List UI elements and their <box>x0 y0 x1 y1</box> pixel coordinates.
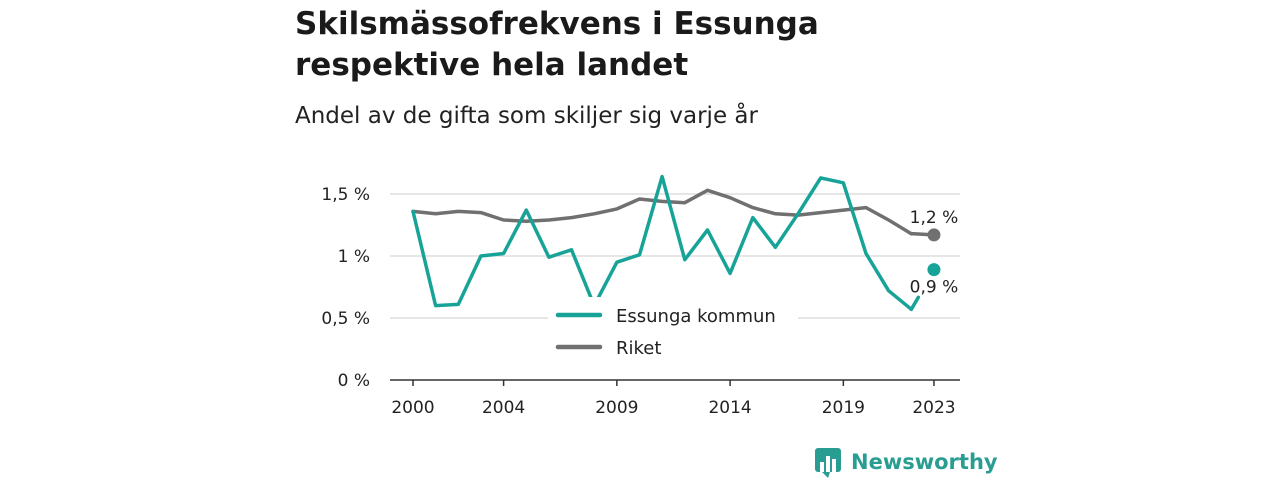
y-tick-label: 1,5 % <box>321 185 370 205</box>
newsworthy-logo-bar <box>820 462 824 472</box>
y-tick-label: 0 % <box>338 371 370 391</box>
x-tick-label: 2009 <box>595 398 638 418</box>
series-line-essunga <box>411 174 914 312</box>
series-end-label: 0,9 % <box>910 278 959 298</box>
brand-name: Newsworthy <box>851 450 998 474</box>
x-tick-label: 2014 <box>708 398 751 418</box>
series-end-point <box>927 263 941 277</box>
x-tick-label: 2019 <box>822 398 865 418</box>
legend-background <box>548 297 798 363</box>
newsworthy-logo-bar <box>832 459 836 472</box>
chart-title: Skilsmässofrekvens i Essunga respektive … <box>295 6 819 83</box>
x-tick-label: 2000 <box>391 398 434 418</box>
chart-subtitle: Andel av de gifta som skiljer sig varje … <box>295 103 758 129</box>
series-end-label: 1,2 % <box>910 208 959 228</box>
newsworthy-logo-bar <box>826 456 830 472</box>
series-line-essunga-end <box>909 295 921 312</box>
legend-label: Riket <box>616 338 661 359</box>
newsworthy-logo: Newsworthy <box>815 448 998 478</box>
legend: Essunga kommun Riket <box>548 297 798 363</box>
newsworthy-logo-tail <box>822 472 830 478</box>
x-tick-label: 2023 <box>912 398 955 418</box>
y-tick-label: 1 % <box>338 247 370 267</box>
y-tick-label: 0,5 % <box>321 309 370 329</box>
legend-label: Essunga kommun <box>616 306 776 327</box>
series-end-point <box>927 228 941 242</box>
x-tick-label: 2004 <box>482 398 525 418</box>
series-line-riket <box>411 188 914 236</box>
